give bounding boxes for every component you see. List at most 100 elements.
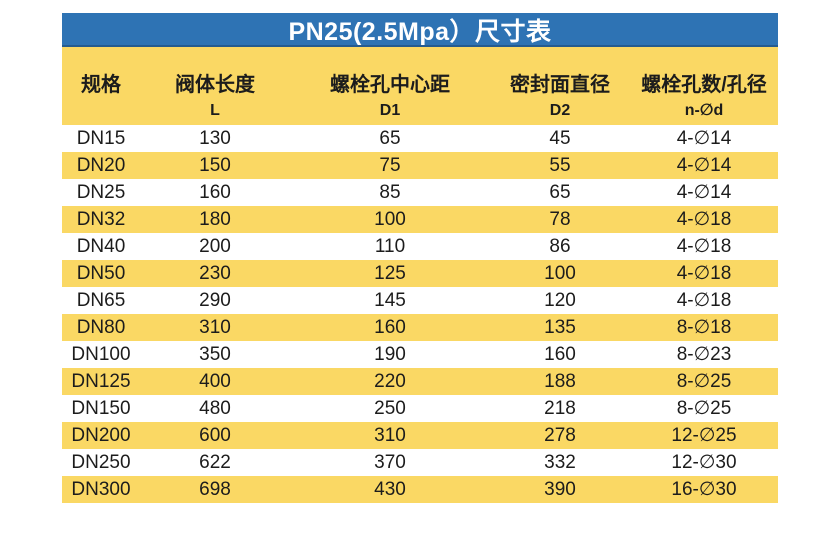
cell-bolt-holes: 4-∅18 (676, 236, 732, 257)
cell-bolt-circle: 250 (374, 397, 406, 419)
cell-seal-diameter: 120 (544, 289, 576, 311)
cell-seal-diameter: 278 (544, 424, 576, 446)
table-row: DN15 130 65 45 4-∅14 (62, 125, 778, 152)
cell-spec: DN40 (76, 235, 126, 257)
cell-bolt-circle: 65 (379, 127, 401, 149)
table-row: DN125 400 220 188 8-∅25 (62, 368, 778, 395)
cell-spec: DN32 (76, 208, 126, 230)
cell-bolt-circle: 100 (374, 208, 406, 230)
cell-seal-diameter: 78 (549, 208, 571, 230)
cell-bolt-holes: 4-∅14 (676, 155, 732, 176)
cell-seal-diameter: 100 (544, 262, 576, 284)
cell-bolt-circle: 85 (379, 181, 401, 203)
cell-spec: DN100 (71, 343, 131, 365)
header-col-seal-diameter: 密封面直径 D2 (490, 47, 630, 125)
cell-spec: DN20 (76, 154, 126, 176)
cell-body-length: 600 (199, 424, 231, 446)
cell-body-length: 698 (199, 478, 231, 500)
cell-bolt-holes: 8-∅23 (676, 344, 732, 365)
cell-spec: DN80 (76, 316, 126, 338)
table-title: PN25(2.5Mpa）尺寸表 (288, 18, 552, 46)
header-sub-seal-diameter: D2 (549, 102, 571, 119)
header-col-bolt-holes: 螺栓孔数/孔径 n-∅d (630, 47, 778, 125)
cell-bolt-holes: 12-∅25 (671, 425, 737, 446)
cell-bolt-circle: 160 (374, 316, 406, 338)
cell-bolt-holes: 8-∅18 (676, 317, 732, 338)
header-label-spec: 规格 (81, 74, 121, 96)
cell-body-length: 230 (199, 262, 231, 284)
cell-body-length: 310 (199, 316, 231, 338)
cell-seal-diameter: 160 (544, 343, 576, 365)
cell-body-length: 400 (199, 370, 231, 392)
cell-body-length: 622 (199, 451, 231, 473)
cell-seal-diameter: 390 (544, 478, 576, 500)
cell-spec: DN50 (76, 262, 126, 284)
cell-bolt-circle: 370 (374, 451, 406, 473)
cell-bolt-circle: 110 (374, 235, 406, 257)
cell-bolt-circle: 190 (374, 343, 406, 365)
cell-body-length: 290 (199, 289, 231, 311)
cell-seal-diameter: 135 (544, 316, 576, 338)
cell-bolt-holes: 4-∅14 (676, 182, 732, 203)
cell-body-length: 180 (199, 208, 231, 230)
cell-body-length: 160 (199, 181, 231, 203)
cell-bolt-circle: 310 (374, 424, 406, 446)
cell-bolt-holes: 16-∅30 (671, 479, 737, 500)
header-label-bolt-circle: 螺栓孔中心距 (330, 74, 450, 96)
table-row: DN80 310 160 135 8-∅18 (62, 314, 778, 341)
cell-bolt-holes: 4-∅18 (676, 263, 732, 284)
table-row: DN20 150 75 55 4-∅14 (62, 152, 778, 179)
table-row: DN25 160 85 65 4-∅14 (62, 179, 778, 206)
header-col-spec: 规格 (62, 47, 140, 125)
cell-spec: DN15 (76, 127, 126, 149)
cell-bolt-holes: 8-∅25 (676, 398, 732, 419)
table-row: DN100 350 190 160 8-∅23 (62, 341, 778, 368)
cell-spec: DN200 (71, 424, 131, 446)
cell-bolt-circle: 145 (374, 289, 406, 311)
header-sub-bolt-holes: n-∅d (684, 102, 724, 119)
header-sub-body-length: L (210, 102, 220, 119)
cell-bolt-holes: 4-∅18 (676, 290, 732, 311)
cell-seal-diameter: 86 (549, 235, 571, 257)
table-row: DN200 600 310 278 12-∅25 (62, 422, 778, 449)
table-title-bar: PN25(2.5Mpa）尺寸表 (62, 13, 778, 47)
cell-bolt-circle: 430 (374, 478, 406, 500)
cell-spec: DN25 (76, 181, 126, 203)
spec-table: PN25(2.5Mpa）尺寸表 规格 阀体长度 L 螺栓孔中心距 D1 密封面直… (62, 13, 778, 503)
table-row: DN250 622 370 332 12-∅30 (62, 449, 778, 476)
cell-body-length: 200 (199, 235, 231, 257)
table-row: DN300 698 430 390 16-∅30 (62, 476, 778, 503)
cell-spec: DN65 (76, 289, 126, 311)
cell-spec: DN150 (71, 397, 131, 419)
header-label-seal-diameter: 密封面直径 (510, 74, 610, 96)
cell-body-length: 130 (199, 127, 231, 149)
cell-bolt-circle: 220 (374, 370, 406, 392)
cell-spec: DN125 (71, 370, 131, 392)
cell-spec: DN300 (71, 478, 131, 500)
cell-seal-diameter: 55 (549, 154, 571, 176)
cell-bolt-circle: 75 (379, 154, 401, 176)
table-row: DN65 290 145 120 4-∅18 (62, 287, 778, 314)
cell-bolt-holes: 4-∅18 (676, 209, 732, 230)
table-row: DN50 230 125 100 4-∅18 (62, 260, 778, 287)
header-col-body-length: 阀体长度 L (140, 47, 290, 125)
table-row: DN32 180 100 78 4-∅18 (62, 206, 778, 233)
cell-bolt-circle: 125 (374, 262, 406, 284)
table-row: DN150 480 250 218 8-∅25 (62, 395, 778, 422)
cell-spec: DN250 (71, 451, 131, 473)
table-body: DN15 130 65 45 4-∅14 DN20 150 75 55 4-∅1… (62, 125, 778, 503)
cell-seal-diameter: 45 (549, 127, 571, 149)
cell-body-length: 480 (199, 397, 231, 419)
header-label-bolt-holes: 螺栓孔数/孔径 (641, 74, 767, 96)
cell-bolt-holes: 4-∅14 (676, 128, 732, 149)
header-label-body-length: 阀体长度 (175, 74, 255, 96)
cell-seal-diameter: 65 (549, 181, 571, 203)
cell-seal-diameter: 188 (544, 370, 576, 392)
cell-seal-diameter: 218 (544, 397, 576, 419)
table-row: DN40 200 110 86 4-∅18 (62, 233, 778, 260)
header-col-bolt-circle: 螺栓孔中心距 D1 (290, 47, 490, 125)
cell-seal-diameter: 332 (544, 451, 576, 473)
cell-bolt-holes: 8-∅25 (676, 371, 732, 392)
table-header: 规格 阀体长度 L 螺栓孔中心距 D1 密封面直径 D2 螺栓孔数/孔径 n-∅… (62, 47, 778, 125)
cell-bolt-holes: 12-∅30 (671, 452, 737, 473)
